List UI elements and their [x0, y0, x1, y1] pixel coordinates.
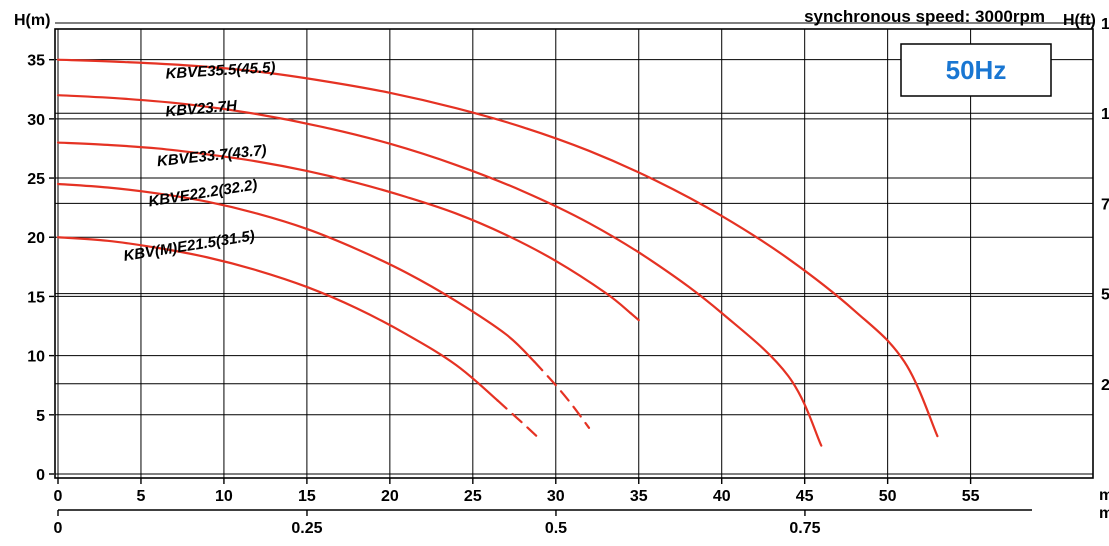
x-secondary-tick-1: 0.25	[291, 520, 322, 537]
speed-label: synchronous speed: 3000rpm	[804, 7, 1045, 26]
curve-label-1: KBVE22.2(32.2)	[147, 176, 258, 210]
curve-0-dashed	[498, 401, 539, 439]
y-left-tick-4: 20	[27, 230, 45, 247]
x-secondary-tick-0: 0	[54, 520, 63, 537]
y-left-tick-3: 15	[27, 289, 45, 306]
y-right-tick-3: 100	[1101, 106, 1109, 123]
x-secondary-tick-2: 0.5	[545, 520, 567, 537]
x-primary-tick-7: 35	[630, 488, 648, 505]
pump-curve-chart: { "chart": { "type": "line", "speed_labe…	[0, 0, 1109, 546]
curve-1	[58, 184, 534, 362]
y-left-tick-2: 10	[27, 349, 45, 366]
y-left-tick-6: 30	[27, 112, 45, 129]
y-left-tick-0: 0	[36, 467, 45, 484]
x-primary-tick-0: 0	[54, 488, 63, 505]
curve-label-0: KBV(M)E21.5(31.5)	[122, 227, 256, 265]
x-primary-tick-3: 15	[298, 488, 316, 505]
curve-3	[58, 95, 821, 445]
x-secondary-title: m3/min	[1099, 503, 1109, 522]
curve-label-2: KBVE33.7(43.7)	[156, 142, 267, 170]
y-right-tick-4: 125	[1101, 16, 1109, 33]
x-primary-tick-8: 40	[713, 488, 731, 505]
hz-label: 50Hz	[946, 55, 1007, 85]
x-primary-tick-2: 10	[215, 488, 233, 505]
x-primary-tick-5: 25	[464, 488, 482, 505]
y-right-tick-0: 25	[1101, 377, 1109, 394]
x-primary-title: m3/h	[1099, 485, 1109, 504]
x-primary-tick-11: 55	[962, 488, 980, 505]
x-primary-tick-6: 30	[547, 488, 565, 505]
y-right-title: H(ft)	[1063, 12, 1096, 29]
curve-label-4: KBVE35.5(45.5)	[165, 59, 276, 83]
x-primary-tick-9: 45	[796, 488, 814, 505]
y-left-tick-5: 25	[27, 171, 45, 188]
y-left-tick-7: 35	[27, 53, 45, 70]
y-left-title: H(m)	[14, 12, 50, 29]
y-right-tick-1: 50	[1101, 287, 1109, 304]
x-secondary-tick-3: 0.75	[789, 520, 820, 537]
curves: KBV(M)E21.5(31.5) KBVE22.2(32.2) KBVE33.7(…	[58, 59, 937, 446]
curve-label-3: KBV23.7H	[165, 97, 239, 120]
y-left-tick-1: 5	[36, 408, 45, 425]
x-primary-tick-1: 5	[137, 488, 146, 505]
x-primary-tick-4: 20	[381, 488, 399, 505]
curve-2	[58, 143, 630, 313]
y-right-tick-2: 75	[1101, 196, 1109, 213]
curve-2-dashed	[630, 313, 638, 320]
x-primary-tick-10: 50	[879, 488, 897, 505]
curve-1-dashed	[534, 362, 589, 428]
chart-svg: 50Hz KBV(M)E21.5(31.5) KBVE22.2(32.2) KBVE3…	[0, 0, 1109, 546]
